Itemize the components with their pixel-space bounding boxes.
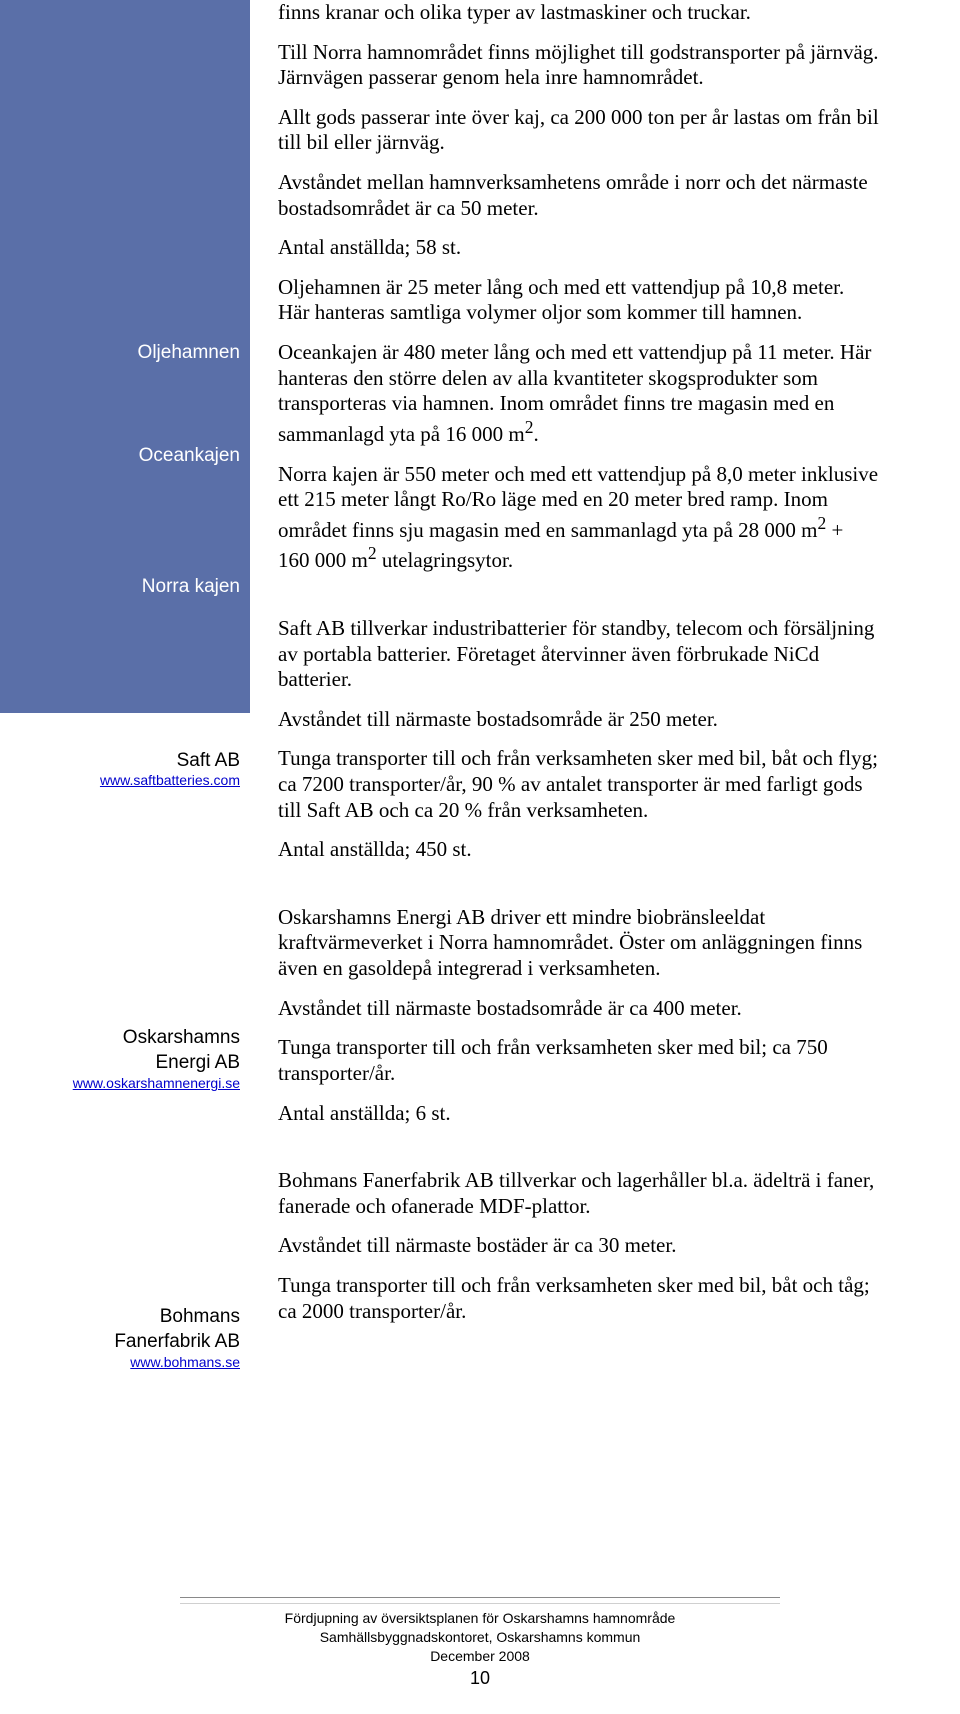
para-8: Norra kajen är 550 meter och med ett vat… bbox=[278, 462, 880, 574]
side-label-norra-kajen: Norra kajen bbox=[142, 576, 240, 598]
body-text-column: finns kranar och olika typer av lastmask… bbox=[250, 0, 880, 1338]
para-3: Allt gods passerar inte över kaj, ca 200… bbox=[278, 105, 880, 156]
energi-link[interactable]: www.oskarshamnenergi.se bbox=[73, 1075, 240, 1091]
saft-name: Saft AB bbox=[0, 750, 240, 772]
para-5: Antal anställda; 58 st. bbox=[278, 235, 880, 261]
saft-link[interactable]: www.saftbatteries.com bbox=[100, 772, 240, 788]
para-9: Saft AB tillverkar industribatterier för… bbox=[278, 616, 880, 693]
footer-line-1: Fördjupning av översiktsplanen för Oskar… bbox=[0, 1609, 960, 1628]
para-14: Avståndet till närmaste bostadsområde är… bbox=[278, 996, 880, 1022]
side-label-oceankajen: Oceankajen bbox=[139, 445, 240, 467]
blue-sidebar-bar: Oljehamnen Oceankajen Norra kajen bbox=[0, 0, 250, 713]
energi-name-1: OskarshamnsEnergi AB bbox=[0, 1026, 240, 1075]
page-footer: Fördjupning av översiktsplanen för Oskar… bbox=[0, 1597, 960, 1690]
para-11: Tunga transporter till och från verksamh… bbox=[278, 746, 880, 823]
para-7: Oceankajen är 480 meter lång och med ett… bbox=[278, 340, 880, 447]
side-label-oljehamnen: Oljehamnen bbox=[138, 342, 240, 364]
left-sidebar: Oljehamnen Oceankajen Norra kajen Saft A… bbox=[0, 0, 250, 1338]
para-18: Avståndet till närmaste bostäder är ca 3… bbox=[278, 1233, 880, 1259]
para-6: Oljehamnen är 25 meter lång och med ett … bbox=[278, 275, 880, 326]
footer-rule-light bbox=[180, 1603, 780, 1604]
para-12: Antal anställda; 450 st. bbox=[278, 837, 880, 863]
para-15: Tunga transporter till och från verksamh… bbox=[278, 1035, 880, 1086]
para-13: Oskarshamns Energi AB driver ett mindre … bbox=[278, 905, 880, 982]
section-label-saft: Saft AB www.saftbatteries.com bbox=[0, 750, 250, 790]
bohmans-link[interactable]: www.bohmans.se bbox=[130, 1354, 240, 1370]
section-label-energi: OskarshamnsEnergi AB www.oskarshamnenerg… bbox=[0, 1026, 250, 1093]
para-10: Avståndet till närmaste bostadsområde är… bbox=[278, 707, 880, 733]
footer-line-2: Samhällsbyggnadskontoret, Oskarshamns ko… bbox=[0, 1628, 960, 1647]
footer-page-number: 10 bbox=[0, 1666, 960, 1690]
para-1: finns kranar och olika typer av lastmask… bbox=[278, 0, 880, 26]
para-19: Tunga transporter till och från verksamh… bbox=[278, 1273, 880, 1324]
section-label-bohmans: BohmansFanerfabrik AB www.bohmans.se bbox=[0, 1305, 250, 1372]
para-16: Antal anställda; 6 st. bbox=[278, 1101, 880, 1127]
footer-line-3: December 2008 bbox=[0, 1647, 960, 1666]
para-17: Bohmans Fanerfabrik AB tillverkar och la… bbox=[278, 1168, 880, 1219]
para-4: Avståndet mellan hamnverksamhetens områd… bbox=[278, 170, 880, 221]
footer-rule bbox=[180, 1597, 780, 1598]
para-2: Till Norra hamnområdet finns möjlighet t… bbox=[278, 40, 880, 91]
bohmans-name: BohmansFanerfabrik AB bbox=[0, 1305, 240, 1354]
